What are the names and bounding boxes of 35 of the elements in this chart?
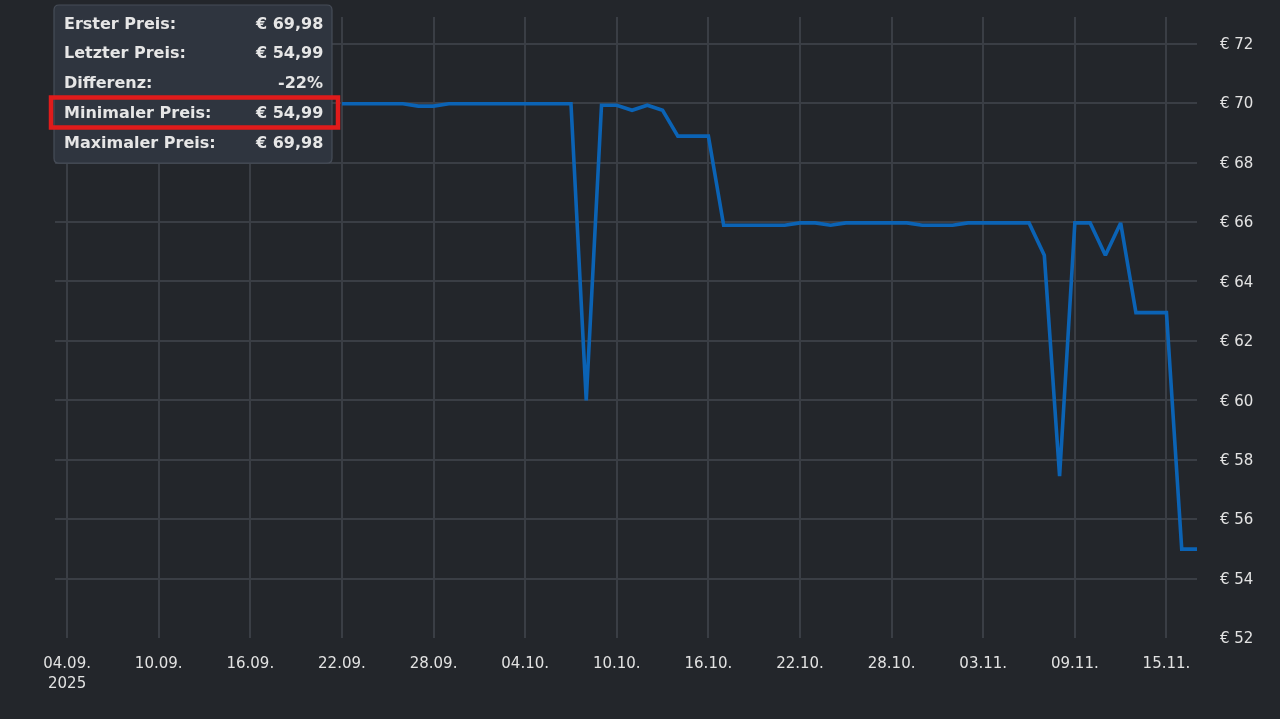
y-tick-label: € 62 [1220, 332, 1254, 351]
x-tick-label: 16.09. [226, 654, 275, 672]
annotation: Minimaler Preis: [64, 103, 212, 122]
annotation: € 69,98 [255, 14, 324, 33]
y-tick-label: € 70 [1220, 94, 1254, 113]
annotation: Letzter Preis: [64, 43, 186, 62]
annotation: € 54,99 [255, 43, 324, 62]
x-tick-label: 04.10. [501, 654, 550, 672]
x-tick-label: 10.10. [592, 654, 641, 672]
y-tick-label: € 52 [1220, 629, 1254, 648]
y-tick-label: € 54 [1220, 569, 1254, 588]
y-tick-label: € 58 [1220, 450, 1254, 469]
y-tick-label: € 56 [1220, 510, 1254, 529]
y-tick-label: € 68 [1220, 153, 1254, 172]
x-tick-label: 15.11. [1142, 654, 1191, 672]
x-tick-label: 16.10. [684, 654, 733, 672]
annotation: € 69,98 [255, 133, 324, 152]
x-tick-label: 22.10. [776, 654, 824, 672]
x-tick-label: 03.11. [959, 654, 1008, 672]
y-tick-label: € 60 [1220, 391, 1254, 410]
x-tick-label: 22.09. [318, 654, 366, 672]
annotation: € 54,99 [255, 103, 324, 122]
x-tick-label: 28.09. [409, 654, 458, 672]
annotation: -22% [278, 73, 323, 92]
x-tick-label: 10.09. [134, 654, 183, 672]
x-tick-label: 09.11. [1050, 654, 1099, 672]
annotation: Maximaler Preis: [64, 133, 216, 152]
y-tick-label: € 72 [1220, 34, 1254, 53]
line-series [340, 101, 1197, 551]
x-tick-label: 28.10. [867, 654, 916, 672]
annotation: Differenz: [64, 73, 153, 92]
x-tick-label: 04.09. 2025 [43, 654, 91, 692]
y-tick-label: € 64 [1220, 272, 1254, 291]
y-tick-label: € 66 [1220, 213, 1254, 232]
annotation: Erster Preis: [64, 14, 177, 33]
